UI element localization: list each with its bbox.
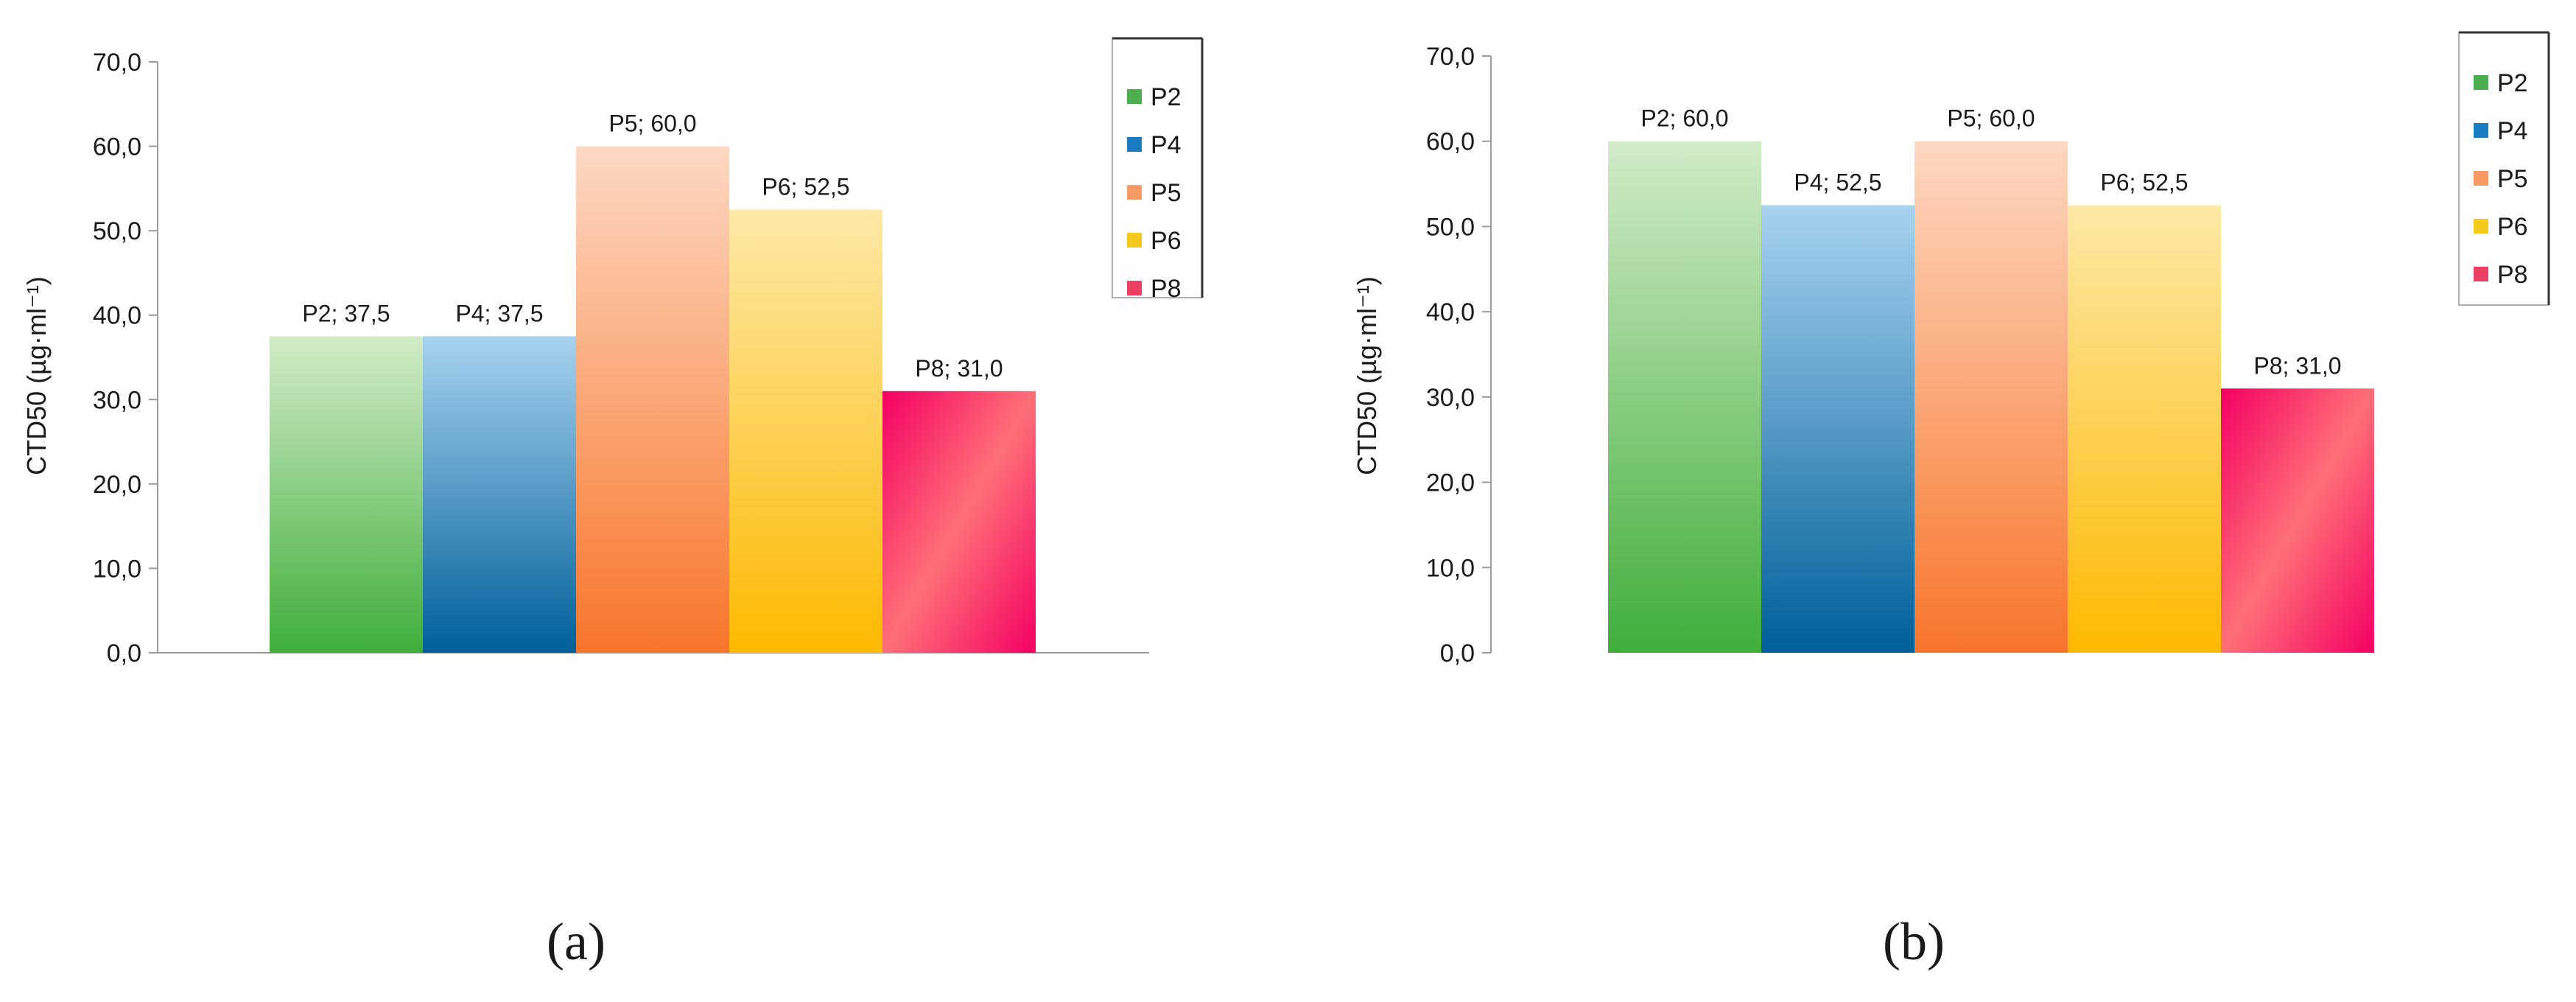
data-label-p4: P4; 37,5 [455, 300, 543, 326]
y-axis-title: CTD50 (µg·ml⁻¹) [1352, 276, 1382, 475]
legend: P2 P4 P5 P6 P8 [1112, 37, 1204, 303]
data-labels: P2; 60,0 P4; 52,5 P5; 60,0 P6; 52,5 P8; 31,0 [1640, 105, 2341, 379]
panel-caption: (b) [1883, 912, 1945, 971]
y-tick-label: 30,0 [1426, 384, 1475, 412]
y-tick-label: 10,0 [93, 555, 141, 583]
legend-swatch-p4 [1127, 137, 1142, 152]
y-tick-label: 20,0 [93, 471, 141, 499]
bar-p4 [1761, 205, 1915, 653]
bar-p2 [1608, 141, 1761, 653]
legend-swatch-p6 [2474, 219, 2488, 234]
data-label-p8: P8; 31,0 [2253, 352, 2341, 379]
chart-axes [1482, 55, 1492, 654]
bar-p8 [2221, 388, 2374, 653]
bars [270, 146, 1036, 654]
legend-label-p5: P5 [2497, 165, 2528, 193]
legend-swatch-p6 [1127, 233, 1142, 248]
data-label-p6: P6; 52,5 [762, 174, 849, 200]
bar-p6 [729, 209, 882, 653]
y-tick-label: 20,0 [1426, 469, 1475, 497]
y-tick-label: 60,0 [93, 133, 141, 161]
y-tick-label: 0,0 [1440, 640, 1475, 668]
legend-label-p6: P6 [2497, 213, 2528, 241]
data-label-p6: P6; 52,5 [2100, 169, 2188, 196]
legend-label-p2: P2 [2497, 69, 2528, 97]
legend-swatch-p8 [1127, 281, 1142, 295]
legend-label-p6: P6 [1151, 227, 1182, 255]
y-tick-label: 10,0 [1426, 554, 1475, 582]
y-tick-label: 40,0 [1426, 298, 1475, 326]
y-tick-label: 70,0 [1426, 43, 1475, 71]
y-tick-label: 50,0 [93, 217, 141, 245]
y-tick-label: 60,0 [1426, 128, 1475, 156]
y-tick-label: 40,0 [93, 302, 141, 330]
y-axis-title: CTD50 (µg·ml⁻¹) [21, 276, 52, 475]
legend-box [1112, 38, 1203, 298]
legend-swatch-p4 [2474, 123, 2488, 138]
legend-label-p8: P8 [1151, 275, 1182, 303]
chart-panel-a: CTD50 (µg·ml⁻¹) 0,0 10,0 20,0 30,0 40,0 50,0 6… [21, 37, 1204, 971]
legend-swatch-p5 [2474, 171, 2488, 186]
bar-p8 [882, 390, 1036, 653]
panel-caption: (a) [547, 912, 606, 971]
data-label-p4: P4; 52,5 [1794, 169, 1881, 196]
data-labels: P2; 37,5 P4; 37,5 P5; 60,0 P6; 52,5 P8; 31,0 [302, 111, 1003, 382]
legend-label-p5: P5 [1151, 179, 1182, 207]
chart-panel-b: CTD50 (µg·ml⁻¹) 0,0 10,0 20,0 30,0 40,0 50,0 6… [1352, 31, 2550, 971]
y-tick-label: 50,0 [1426, 213, 1475, 241]
legend-label-p2: P2 [1151, 83, 1182, 111]
bar-p4 [423, 336, 576, 653]
bar-p5 [576, 146, 729, 654]
y-tick-labels: 0,0 10,0 20,0 30,0 40,0 50,0 60,0 70,0 [1426, 43, 1475, 668]
y-tick-label: 70,0 [93, 49, 141, 77]
bar-p2 [270, 336, 423, 653]
legend-swatch-p2 [1127, 89, 1142, 104]
y-tick-label: 0,0 [107, 640, 141, 668]
legend-swatch-p5 [1127, 185, 1142, 200]
y-tick-labels: 0,0 10,0 20,0 30,0 40,0 50,0 60,0 70,0 [93, 49, 141, 668]
legend-label-p4: P4 [1151, 131, 1182, 159]
bar-p6 [2068, 205, 2221, 653]
data-label-p2: P2; 37,5 [302, 300, 390, 326]
bar-p5 [1915, 141, 2068, 653]
data-label-p5: P5; 60,0 [608, 111, 696, 137]
legend-label-p4: P4 [2497, 117, 2528, 145]
legend-swatch-p2 [2474, 75, 2488, 90]
data-label-p8: P8; 31,0 [915, 355, 1003, 382]
legend: P2 P4 P5 P6 P8 [2458, 31, 2550, 306]
legend-label-p8: P8 [2497, 261, 2528, 289]
bars [1608, 141, 2374, 653]
data-label-p5: P5; 60,0 [1947, 105, 2035, 132]
data-label-p2: P2; 60,0 [1640, 105, 1728, 132]
legend-swatch-p8 [2474, 267, 2488, 281]
y-tick-label: 30,0 [93, 386, 141, 414]
